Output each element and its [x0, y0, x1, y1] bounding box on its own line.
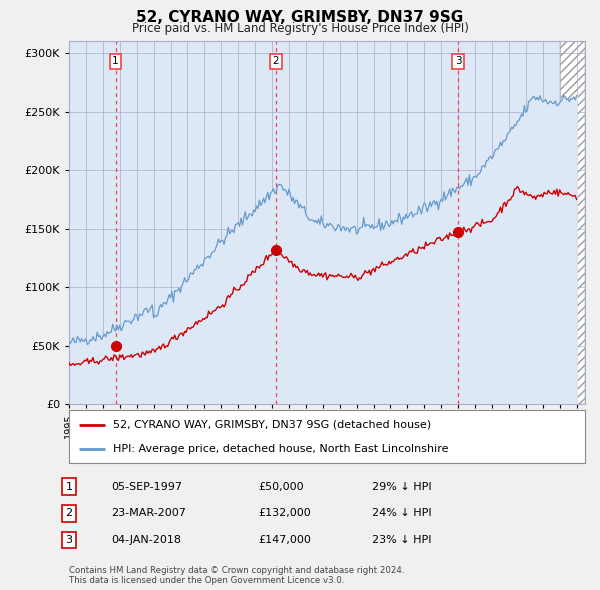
Text: £50,000: £50,000	[258, 482, 304, 491]
Text: 3: 3	[455, 56, 461, 66]
Text: Contains HM Land Registry data © Crown copyright and database right 2024.
This d: Contains HM Land Registry data © Crown c…	[69, 566, 404, 585]
Text: 29% ↓ HPI: 29% ↓ HPI	[372, 482, 431, 491]
Polygon shape	[560, 41, 585, 404]
Text: 04-JAN-2018: 04-JAN-2018	[111, 535, 181, 545]
Text: £132,000: £132,000	[258, 509, 311, 518]
Text: 52, CYRANO WAY, GRIMSBY, DN37 9SG: 52, CYRANO WAY, GRIMSBY, DN37 9SG	[136, 10, 464, 25]
Text: 1: 1	[65, 482, 73, 491]
Text: 2: 2	[272, 56, 279, 66]
Text: 05-SEP-1997: 05-SEP-1997	[111, 482, 182, 491]
Text: 24% ↓ HPI: 24% ↓ HPI	[372, 509, 431, 518]
Text: 23% ↓ HPI: 23% ↓ HPI	[372, 535, 431, 545]
Text: 52, CYRANO WAY, GRIMSBY, DN37 9SG (detached house): 52, CYRANO WAY, GRIMSBY, DN37 9SG (detac…	[113, 420, 431, 430]
Text: 23-MAR-2007: 23-MAR-2007	[111, 509, 186, 518]
Text: 3: 3	[65, 535, 73, 545]
Text: Price paid vs. HM Land Registry's House Price Index (HPI): Price paid vs. HM Land Registry's House …	[131, 22, 469, 35]
Text: £147,000: £147,000	[258, 535, 311, 545]
Text: 1: 1	[112, 56, 119, 66]
Text: 2: 2	[65, 509, 73, 518]
Text: HPI: Average price, detached house, North East Lincolnshire: HPI: Average price, detached house, Nort…	[113, 444, 448, 454]
